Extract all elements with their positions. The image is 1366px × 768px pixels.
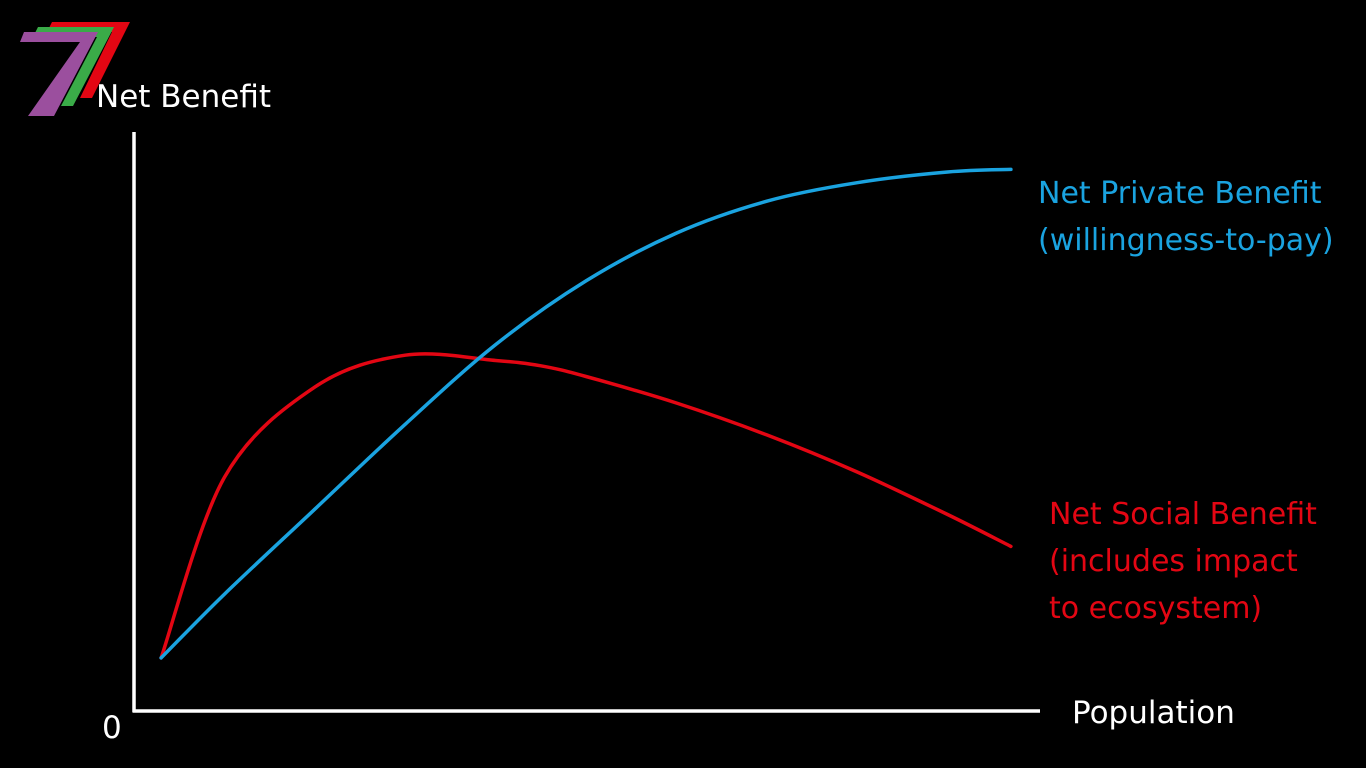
legend-social-benefit: Net Social Benefit (includes impact to e… — [1049, 491, 1317, 632]
y-axis-label: Net Benefit — [96, 79, 272, 115]
legend-social-line-3: to ecosystem) — [1049, 591, 1263, 626]
legend-private-line-1: Net Private Benefit — [1038, 176, 1322, 211]
series-layer — [159, 167, 1013, 660]
series-line-social — [159, 352, 1013, 660]
x-axis-label: Population — [1072, 695, 1235, 731]
logo-red-chevron — [47, 22, 130, 98]
logo-purple-chevron — [20, 32, 98, 116]
legend-private-benefit: Net Private Benefit (willingness-to-pay) — [1038, 170, 1334, 264]
logo — [20, 22, 130, 116]
legend-social-line-2: (includes impact — [1049, 544, 1298, 579]
series-line-private — [159, 167, 1013, 660]
legend-social-line-1: Net Social Benefit — [1049, 497, 1317, 532]
legend-private-line-2: (willingness-to-pay) — [1038, 223, 1334, 258]
origin-label: 0 — [102, 710, 122, 746]
logo-green-chevron — [33, 27, 114, 106]
